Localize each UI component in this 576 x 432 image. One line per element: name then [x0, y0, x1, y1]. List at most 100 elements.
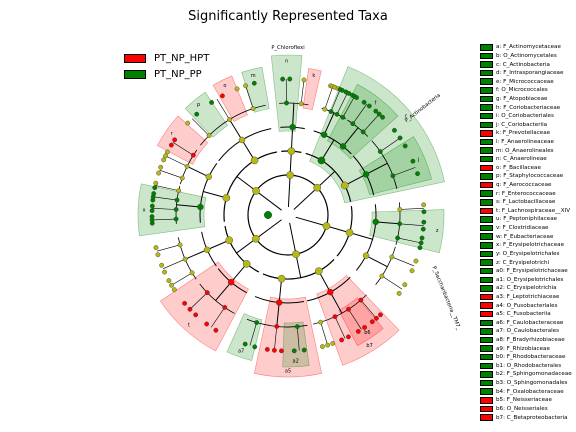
tree-node — [227, 117, 232, 122]
branch — [293, 187, 318, 210]
tree-node — [203, 246, 211, 253]
branch — [380, 137, 401, 152]
group-legend: PT_NP_HPT PT_NP_PP — [124, 50, 209, 82]
taxa-legend-swatch — [480, 285, 493, 292]
tree-node — [389, 254, 395, 260]
tree-node — [190, 152, 196, 158]
branch — [165, 155, 188, 167]
tree-node — [339, 143, 347, 150]
taxa-legend-swatch — [480, 147, 493, 154]
taxa-legend-label: y: O_Erysipelotrichales — [496, 250, 560, 257]
tree-node — [325, 342, 331, 348]
taxa-legend-swatch — [480, 302, 493, 309]
tree-node — [409, 268, 415, 274]
phylum-label: P_Chloroflexi — [271, 45, 304, 51]
tree-node — [158, 164, 164, 170]
taxa-legend-label: l: F_Anaerolineaceae — [496, 139, 554, 145]
sector-label-z: z — [436, 228, 439, 234]
sector-label-f: f — [375, 101, 377, 107]
order-arc — [371, 140, 398, 189]
taxa-legend-label: k: F_Prevotellaceae — [496, 130, 551, 137]
taxa-legend-label: i: O_Coriobacteriales — [496, 113, 554, 120]
tree-node — [397, 221, 403, 227]
tree-node — [413, 258, 419, 264]
tree-node — [346, 334, 351, 340]
taxa-legend-swatch — [480, 207, 493, 215]
taxa-legend-label: d: F_Intrasporangiaceae — [496, 70, 564, 77]
taxa-legend-item: b4: F_Oxalobacteraceae — [480, 387, 576, 396]
taxa-legend-label: b: O_Actinomycetales — [496, 52, 557, 59]
tree-node — [250, 156, 259, 165]
taxa-legend-item: v: F_Clostridiaceae — [480, 224, 576, 233]
tree-node — [206, 133, 212, 138]
branch — [162, 258, 186, 269]
sector-label-m: m — [251, 73, 256, 79]
tree-node — [346, 306, 351, 312]
tree-node — [320, 131, 328, 138]
taxa-legend-label: a0: F_Erysipelotrichaceae — [496, 268, 568, 275]
taxa-legend-swatch — [480, 52, 493, 60]
tree-node — [373, 108, 379, 114]
tree-node — [318, 319, 324, 325]
taxa-legend-label: v: F_Clostridiaceae — [496, 225, 549, 232]
tree-node — [187, 306, 193, 312]
taxa-legend-swatch — [480, 336, 493, 344]
taxa-legend-swatch — [480, 95, 493, 103]
tree-node — [163, 153, 168, 159]
taxa-legend-label: n: C_Anaerolineae — [496, 156, 547, 163]
taxa-legend-swatch — [480, 69, 493, 77]
tree-node — [314, 267, 323, 275]
branch — [300, 79, 305, 104]
branch — [326, 225, 350, 234]
taxa-legend-swatch — [480, 388, 493, 395]
clade-sector-b7 — [316, 275, 400, 366]
branch — [375, 221, 400, 225]
branch — [318, 270, 331, 293]
branch — [321, 139, 335, 161]
taxa-legend-label: f: O_Micrococcales — [496, 87, 548, 94]
clade-sector-x — [137, 183, 207, 237]
taxa-legend-label: a4: O_Fusobacteriales — [496, 302, 558, 309]
branch — [236, 238, 257, 254]
tree-node — [222, 194, 231, 202]
tree-node — [252, 344, 258, 350]
branch — [155, 185, 179, 191]
taxa-legend-swatch — [480, 414, 493, 421]
taxa-legend-item: g: F_Atopobiaceae — [480, 95, 576, 104]
taxa-legend-swatch — [480, 405, 493, 413]
clade-sector-z — [369, 209, 445, 254]
tree-node — [369, 319, 375, 325]
tree-node — [242, 260, 251, 268]
tree-node — [340, 181, 349, 190]
branch — [215, 281, 232, 301]
tree-node — [280, 76, 286, 82]
taxa-legend-item: a3: F_Leptotrichiaceae — [480, 293, 576, 302]
branch — [255, 190, 282, 211]
branch — [171, 272, 193, 286]
taxa-legend-swatch — [480, 371, 493, 378]
sector-label-c: c — [405, 114, 408, 120]
tree-node — [410, 158, 416, 164]
sector-label-n: n — [285, 59, 288, 65]
taxa-legend-item: l: F_Anaerolineaceae — [480, 138, 576, 147]
class-arc — [313, 130, 352, 155]
taxa-legend-item: o: F_Bacillaceae — [480, 164, 576, 173]
taxa-legend-label: r: F_Enterococcaceae — [496, 190, 556, 197]
taxa-legend-label: g: F_Atopobiaceae — [496, 95, 548, 102]
branch — [295, 254, 302, 278]
order-arc — [175, 185, 181, 224]
tree-node — [332, 314, 338, 320]
tree-node — [286, 171, 294, 179]
tree-node — [209, 100, 215, 105]
taxa-legend-swatch — [480, 345, 493, 352]
branch — [249, 322, 257, 346]
tree-node — [377, 149, 383, 154]
tree-node — [362, 324, 367, 330]
clade-sector-o — [212, 75, 248, 122]
sector-label-a7: a7 — [238, 349, 244, 355]
taxa-legend-label: c: C_Actinobacteria — [496, 61, 550, 68]
tree-node — [320, 344, 325, 349]
taxa-legend-label: a9: F_Rhizobiaceae — [496, 345, 550, 352]
taxa-legend-swatch — [480, 362, 493, 370]
branch — [397, 237, 422, 244]
